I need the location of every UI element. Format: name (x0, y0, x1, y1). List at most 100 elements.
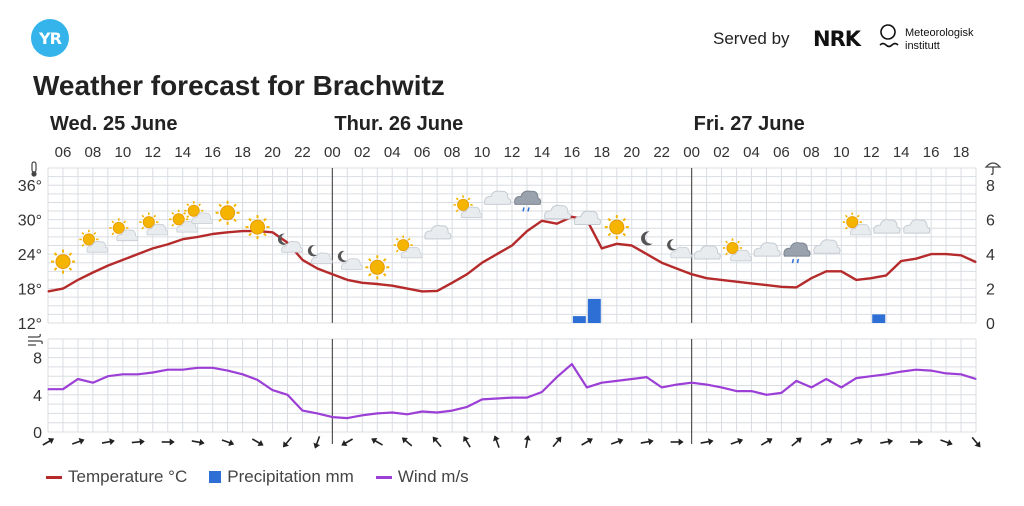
time-tick-label: 10 (114, 144, 131, 161)
wind-direction-arrow (463, 435, 471, 448)
sun-disc (82, 233, 95, 246)
sun-ray (186, 215, 190, 219)
partly-cloudy-sun-icon (79, 229, 109, 253)
temperature-tick-label: 30° (18, 213, 42, 230)
wind-point (586, 386, 588, 388)
moon-shape (307, 245, 318, 257)
cloud-part (341, 258, 363, 270)
rain-drop (522, 207, 525, 212)
sun-disc (112, 221, 125, 234)
moon-part (277, 233, 288, 245)
wind-point (466, 406, 468, 408)
sun-part (393, 235, 413, 255)
sun-ray (141, 226, 145, 230)
wind-point (92, 382, 94, 384)
wind-point (750, 390, 753, 392)
cloud-part (146, 223, 169, 236)
arrow-head (946, 439, 953, 446)
arrow-head (463, 435, 470, 443)
wind-point (346, 417, 348, 419)
temperature-point (421, 290, 423, 293)
temperature-point (960, 254, 962, 256)
sun-ray (153, 214, 157, 218)
cloud-shape (873, 219, 901, 234)
time-tick-label: 08 (85, 144, 102, 161)
temperature-point (316, 267, 319, 270)
wind-direction-arrow (910, 438, 924, 446)
partly-cloudy-night-icon (337, 250, 363, 270)
wind-point (77, 378, 79, 380)
arrow-head (283, 441, 289, 448)
wind-direction-arrow (791, 437, 802, 447)
wind-direction-arrow (940, 439, 953, 446)
wind-point (481, 398, 483, 401)
time-tick-label: 10 (833, 144, 850, 161)
wind-point (616, 380, 618, 382)
cloud-shape (281, 241, 303, 253)
rain-cloud-icon (514, 190, 542, 212)
wind-point (885, 373, 887, 375)
sun-ray (407, 237, 411, 241)
time-tick-label: 12 (504, 144, 521, 161)
legend-wind: Wind m/s (375, 467, 469, 487)
partly-cloudy-sun-icon (184, 201, 214, 224)
wind-direction-arrow (971, 436, 981, 448)
temperature-point (152, 247, 154, 249)
wind-direction-arrow (341, 438, 353, 447)
served-by-label: Served by (713, 29, 790, 48)
temperature-point (391, 285, 393, 287)
arrow-head (826, 437, 833, 445)
temperature-point (601, 247, 603, 249)
moon-part (337, 250, 348, 263)
sun-ray (455, 197, 459, 201)
temperature-point (616, 243, 618, 245)
wind-direction-arrow (552, 436, 562, 448)
cloud-icon (903, 219, 931, 234)
temperature-tick-label: 24° (18, 247, 42, 264)
cloud-part (400, 246, 423, 259)
temperature-tick-label: 12° (18, 316, 42, 333)
sun-ray (263, 217, 267, 222)
time-tick-label: 02 (354, 144, 371, 161)
temperature-point (780, 286, 783, 288)
time-tick-label: 16 (923, 144, 940, 161)
partly-cloudy-sun-icon (393, 235, 423, 259)
nrk-logo[interactable]: NRK (813, 27, 861, 51)
sun-ray (171, 223, 175, 227)
time-tick-label: 14 (534, 144, 551, 161)
day-label: Wed. 25 June (50, 113, 177, 135)
temperature-point (810, 277, 812, 279)
cloud-part (730, 249, 752, 262)
temperature-point (646, 253, 648, 255)
temperature-tick-label: 18° (18, 282, 42, 299)
precipitation-bar (872, 314, 886, 323)
arrow-head (78, 438, 85, 445)
cloud-shape (693, 245, 721, 260)
cloud-shape (813, 239, 841, 254)
wind-point (301, 410, 304, 412)
sun-ray (248, 217, 252, 222)
arrow-head (228, 439, 235, 446)
arrow-head (766, 437, 773, 445)
wind-point (735, 390, 738, 392)
temperature-point (900, 260, 902, 262)
time-tick-label: 12 (144, 144, 161, 161)
temperature-point (212, 233, 214, 235)
cloud-shape (753, 242, 781, 257)
sun-ray (248, 232, 252, 237)
sun-disc (250, 219, 265, 235)
sun-disc (846, 216, 859, 229)
partly-cloudy-sun-icon (109, 218, 139, 242)
yr-logo[interactable]: YR (31, 19, 69, 57)
temperature-point (571, 216, 573, 218)
sun-icon (215, 200, 240, 225)
wind-point (691, 382, 693, 384)
wind-point (107, 375, 109, 377)
temperature-point (137, 253, 139, 255)
cloud-icon (693, 245, 721, 260)
umbrella-handle (990, 167, 994, 175)
cloud-icon (484, 190, 512, 205)
rain-drop (527, 207, 530, 212)
met-institute-logo[interactable]: Meteorologisk institutt (905, 27, 973, 53)
